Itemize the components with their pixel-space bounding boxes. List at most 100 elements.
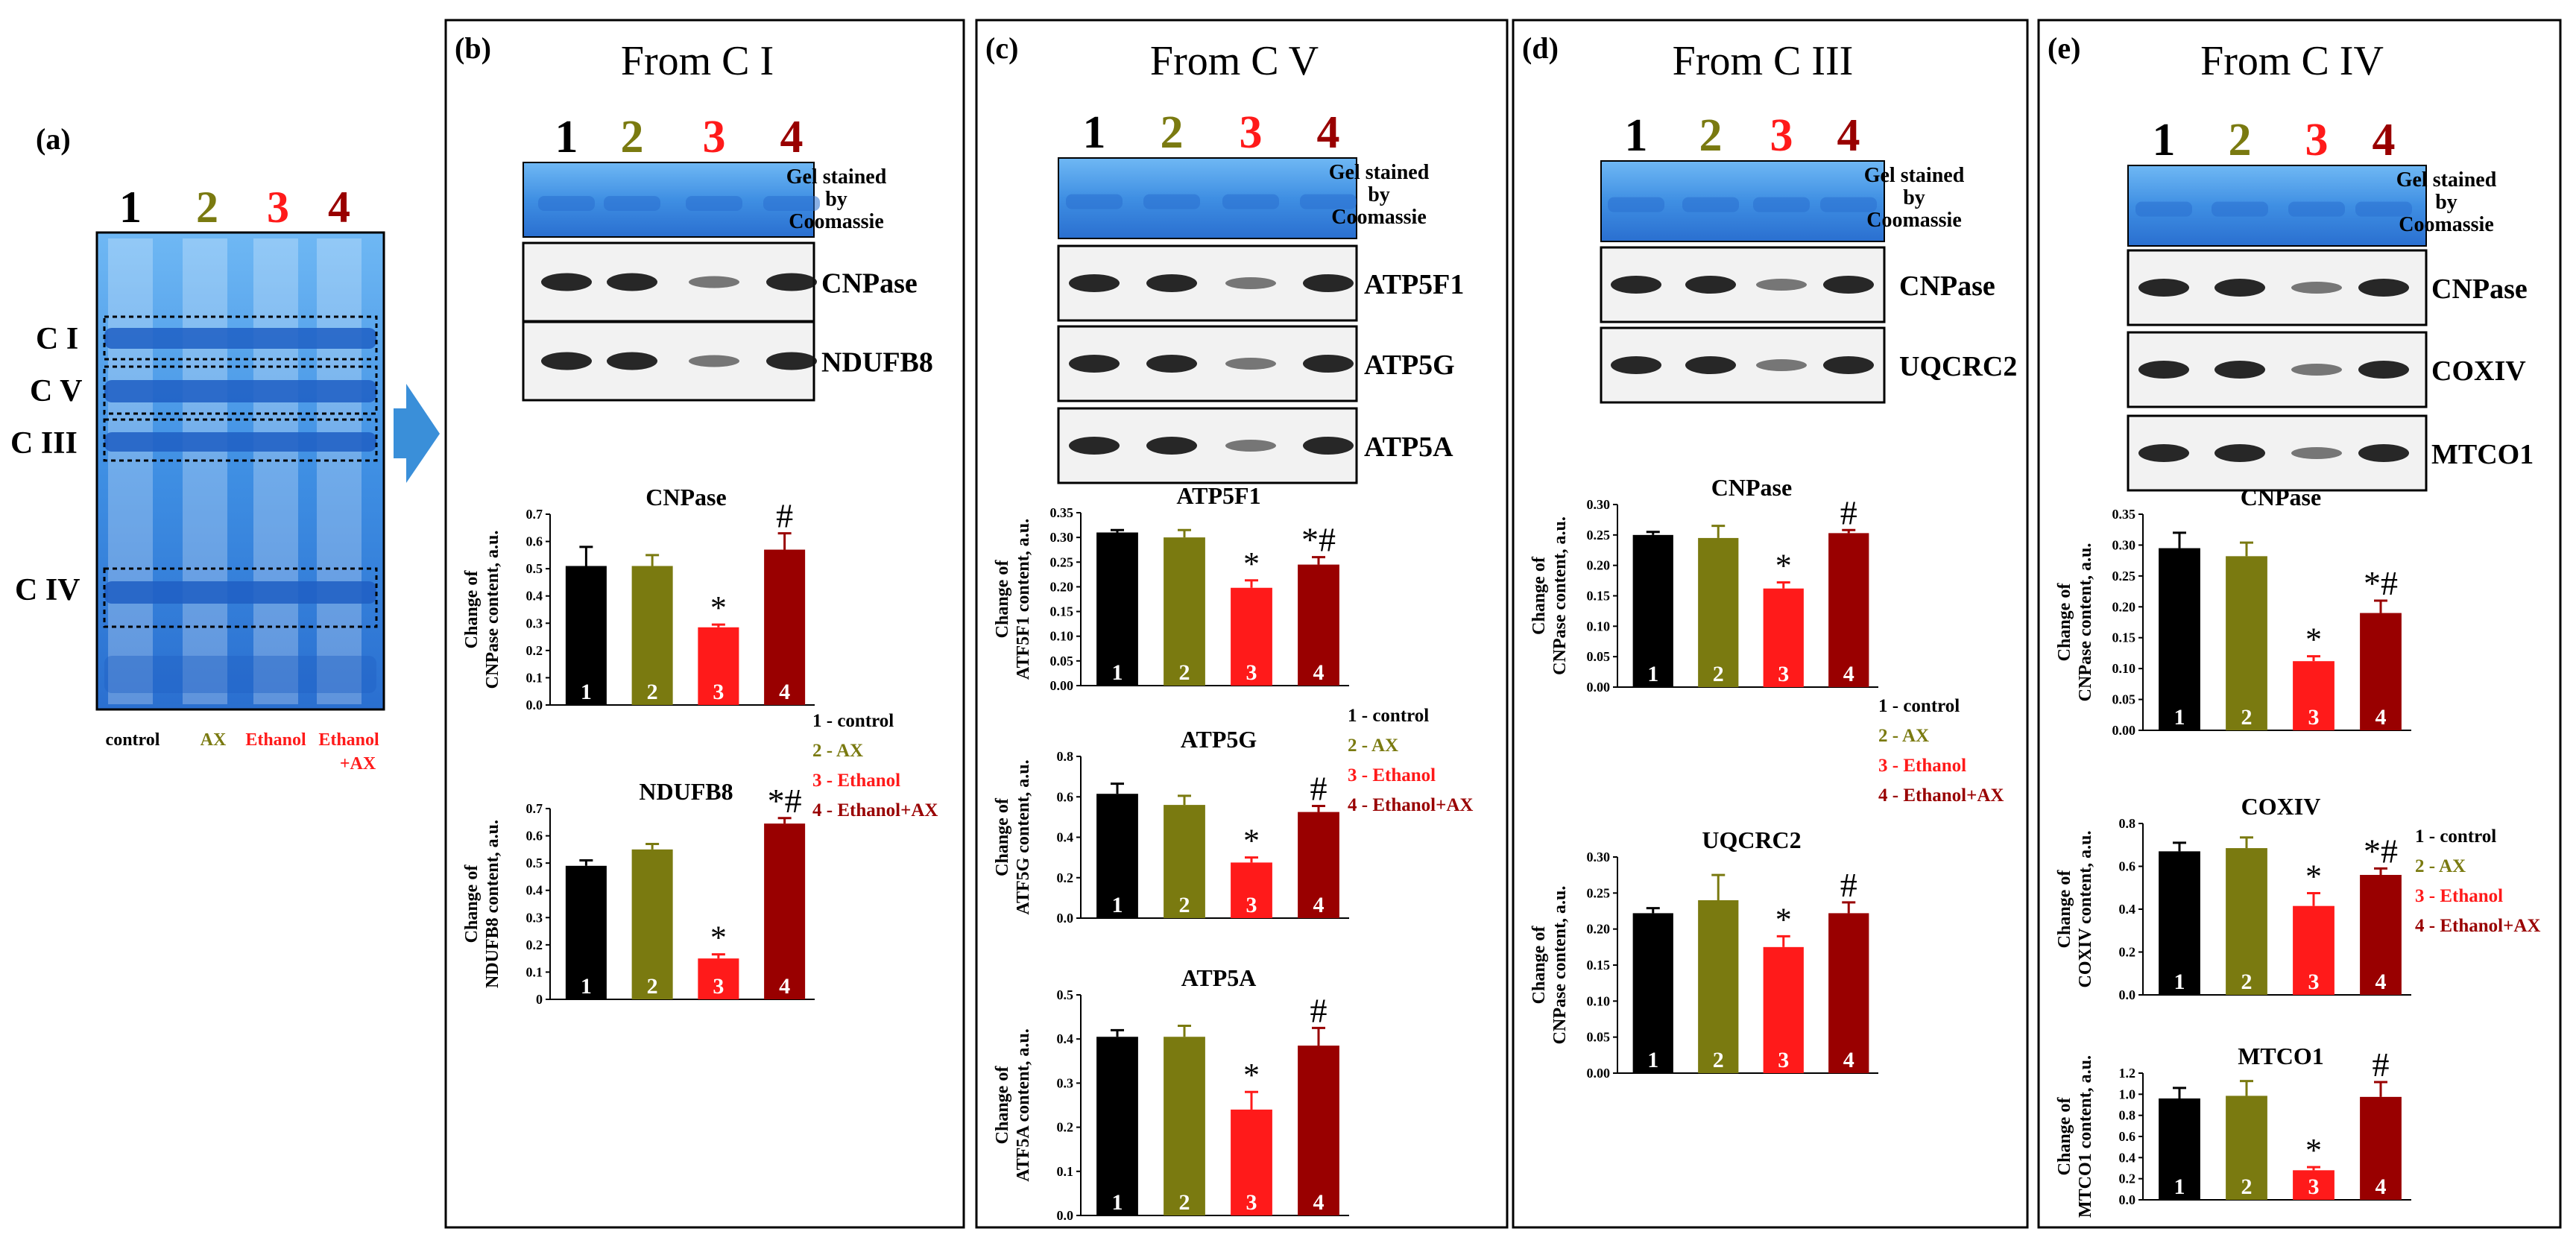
legend-entry: 3 - Ethanol (1348, 765, 1436, 785)
blot-band (1146, 355, 1197, 373)
chart-title: UQCRC2 (1702, 826, 1801, 853)
gel-band (1300, 194, 1357, 209)
y-tick-label: 0.3 (526, 616, 543, 630)
bar (2293, 1170, 2334, 1200)
blot-band (1823, 356, 1874, 374)
gel-band (763, 196, 820, 211)
bar (2159, 548, 2200, 730)
y-axis-label: COXIV content, a.u. (2076, 831, 2095, 988)
significance-mark: # (1840, 866, 1857, 904)
chart-title: COXIV (2241, 793, 2321, 820)
gel-caption-line: Coomassie (2399, 213, 2494, 236)
gel-band (1753, 197, 1810, 212)
panel-a-band-label: C IV (15, 573, 80, 607)
y-tick-label: 0.20 (2112, 599, 2136, 614)
bar (1096, 532, 1138, 686)
bar (1298, 812, 1339, 918)
blot-band (689, 355, 739, 367)
panel-a-label: (a) (36, 122, 71, 156)
y-tick-label: 0.2 (1057, 870, 1074, 885)
y-axis-label: ATF5A content, a.u. (1014, 1028, 1033, 1182)
bar-label: 2 (2241, 970, 2253, 994)
gel-band (1608, 197, 1664, 212)
y-tick-label: 0.15 (1587, 589, 1611, 604)
panel-a-lane-label-ax: AX (201, 730, 227, 750)
y-tick-label: 0.2 (526, 643, 543, 658)
panel-title: From C IV (2200, 38, 2384, 84)
bar-chart: MTCO1 0.0 0.2 0.4 0.6 0.8 1.0 1.2 Change of MTCO1… (2055, 1043, 2411, 1218)
blot-band (1225, 358, 1276, 370)
gel-caption-line: by (1368, 183, 1390, 206)
blot-band (1225, 440, 1276, 452)
significance-mark: # (776, 497, 793, 535)
panel-a-lane-label-control: control (106, 730, 160, 750)
lane-number: 3 (703, 112, 726, 162)
y-tick-label: 0.10 (1050, 629, 1074, 644)
gel-caption-line: Coomassie (1866, 209, 1962, 232)
panel-label: (d) (1522, 31, 1559, 65)
blot-band (2358, 361, 2409, 379)
bar (1164, 1037, 1205, 1215)
blot-band (1756, 279, 1807, 291)
y-tick-label: 0.4 (526, 589, 543, 604)
y-axis-label: Change of (462, 864, 482, 943)
legend-entry: 4 - Ethanol+AX (1878, 785, 2004, 806)
bar (1763, 946, 1804, 1073)
gel-band (2355, 201, 2412, 217)
bar-label: 2 (1179, 1190, 1190, 1215)
bar (1828, 533, 1869, 687)
panel-label: (c) (985, 31, 1018, 65)
y-tick-label: 0 (536, 992, 543, 1007)
blot-label: UQCRC2 (1899, 351, 2017, 382)
legend-entry: 2 - AX (2415, 856, 2466, 876)
chart-title: ATP5F1 (1176, 482, 1260, 509)
bar-label: 3 (2308, 1174, 2320, 1199)
bar (1164, 537, 1205, 686)
gel-caption-line: Gel stained (786, 165, 887, 189)
significance-mark: # (1310, 991, 1328, 1029)
y-tick-label: 0.4 (2119, 902, 2136, 917)
panel-border (1512, 19, 2029, 1229)
y-tick-label: 0.6 (1057, 789, 1074, 804)
blot-band (766, 352, 817, 370)
panel-a-band-label: C I (36, 322, 78, 356)
lane-number: 3 (1240, 107, 1263, 158)
legend: 1 - control 2 - AX 3 - Ethanol 4 - Ethanol+… (2415, 826, 2540, 936)
blot-band (1303, 355, 1354, 373)
blot-band (2214, 361, 2265, 379)
arrow-icon (394, 384, 440, 483)
bar-label: 3 (2308, 705, 2320, 730)
bar (1096, 794, 1138, 918)
bar (2159, 851, 2200, 995)
blot-label: CNPase (821, 268, 918, 300)
bar-label: 4 (1843, 662, 1854, 686)
y-tick-label: 0.25 (2112, 569, 2136, 584)
blot-band (607, 273, 657, 291)
y-tick-label: 0.4 (2119, 1150, 2136, 1165)
lane-number: 4 (2373, 115, 2396, 165)
panel-title: From C III (1673, 38, 1854, 84)
significance-mark: * (710, 920, 727, 956)
bar-label: 1 (2174, 1174, 2185, 1199)
y-axis-label: Change of (1530, 926, 1549, 1005)
y-tick-label: 0.25 (1050, 554, 1074, 569)
bar-label: 1 (2174, 970, 2185, 994)
y-tick-label: 0.8 (2119, 1108, 2136, 1123)
bar-label: 2 (1713, 1048, 1724, 1072)
panel-border (2037, 19, 2562, 1229)
panel-a-gel-bands (104, 328, 376, 693)
gel-caption-line: by (825, 188, 847, 211)
panel-a-band-label: C III (10, 426, 78, 461)
legend-entry: 2 - AX (812, 741, 863, 761)
panel-title: From C V (1150, 38, 1319, 84)
y-tick-label: 0.20 (1587, 922, 1611, 937)
blot-band (607, 352, 657, 370)
panel-a-band-label: C V (30, 374, 82, 408)
y-tick-label: 0.15 (1587, 958, 1611, 973)
bar-label: 2 (647, 974, 658, 999)
lane-number: 3 (2305, 115, 2329, 165)
bar-label: 1 (1112, 660, 1123, 685)
legend: 1 - control 2 - AX 3 - Ethanol 4 - Ethanol+… (1348, 706, 1473, 815)
y-axis-label: Change of (2055, 870, 2074, 949)
